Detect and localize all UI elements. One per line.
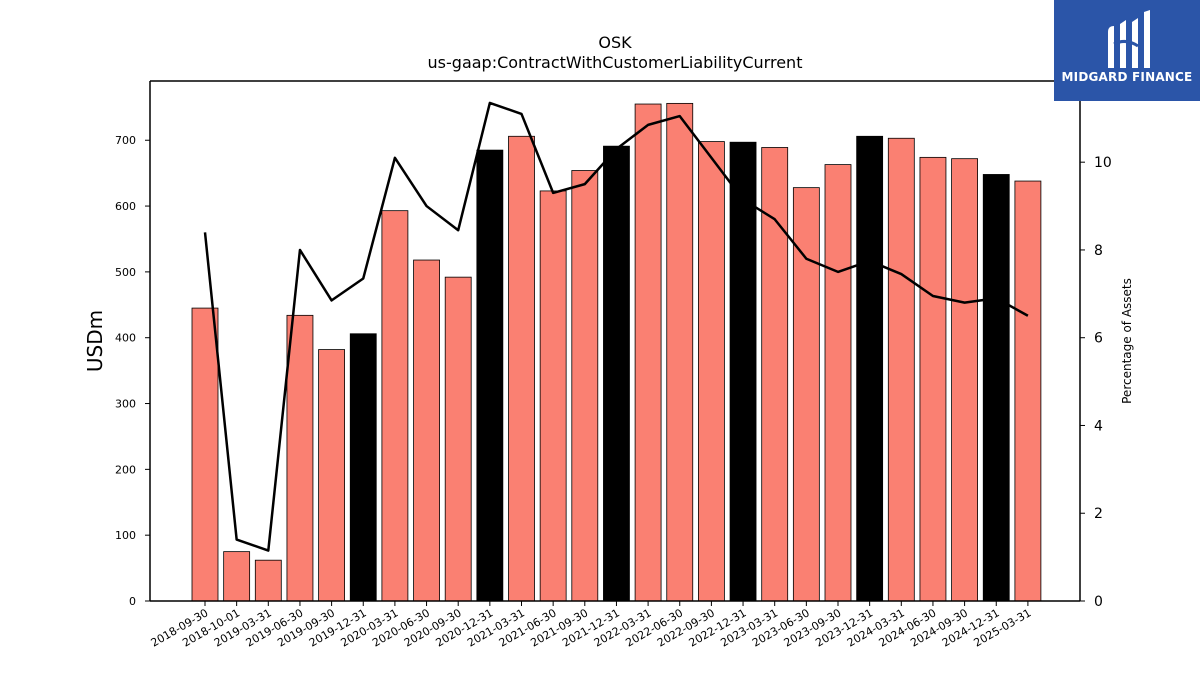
y2-tick-label: 10 xyxy=(1094,155,1112,171)
y-tick-label: 400 xyxy=(115,332,136,345)
bar-2020-03-31 xyxy=(381,210,409,602)
brand-name: MIDGARD FINANCE xyxy=(1061,70,1193,84)
y-tick-label: 100 xyxy=(115,529,136,542)
bar-2023-12-31 xyxy=(856,135,884,602)
y2-axis-label: Percentage of Assets xyxy=(1120,278,1134,404)
y-tick-label: 0 xyxy=(129,595,136,608)
y-tick-label: 500 xyxy=(115,266,136,279)
bar-2022-03-31 xyxy=(634,103,662,602)
y2-tick-label: 4 xyxy=(1094,418,1103,434)
bar-2021-09-30 xyxy=(571,170,599,602)
bar-2019-12-31 xyxy=(349,333,377,602)
bar-2021-12-31 xyxy=(603,145,630,602)
bar-2019-09-30 xyxy=(318,349,346,602)
bar-2020-09-30 xyxy=(444,276,472,602)
bar-2022-09-30 xyxy=(698,141,725,602)
bar-2021-06-30 xyxy=(539,190,567,602)
brand-logo: MIDGARD FINANCE xyxy=(1054,0,1200,101)
y2-tick-label: 0 xyxy=(1094,594,1103,610)
brand-mark-icon xyxy=(1108,10,1150,68)
bar-2024-03-31 xyxy=(887,137,915,602)
bar-2022-06-30 xyxy=(666,102,694,602)
y-axis-label: USDm xyxy=(83,310,107,372)
y-tick-label: 200 xyxy=(115,463,136,476)
y-tick-label: 700 xyxy=(115,134,136,147)
bar-2021-03-31 xyxy=(508,135,535,602)
bar-2022-12-31 xyxy=(729,141,757,602)
y2-tick-label: 6 xyxy=(1094,331,1103,347)
bar-2023-03-31 xyxy=(761,147,789,602)
bar-2023-09-30 xyxy=(824,164,852,602)
line-series xyxy=(203,101,1029,552)
bar-2023-06-30 xyxy=(792,187,820,602)
bar-2024-06-30 xyxy=(919,156,947,602)
y-tick-label: 300 xyxy=(115,398,136,411)
bar-2019-03-31 xyxy=(254,559,282,602)
bar-2020-06-30 xyxy=(413,259,440,602)
y-tick-label: 600 xyxy=(115,200,136,213)
bar-series xyxy=(191,102,1042,602)
bar-2025-03-31 xyxy=(1014,180,1042,602)
y2-tick-label: 8 xyxy=(1094,243,1103,259)
line-percentage-of-assets xyxy=(203,101,1029,552)
bar-2024-12-31 xyxy=(982,174,1010,602)
bar-2020-12-31 xyxy=(476,149,504,602)
chart-subtitle: us-gaap:ContractWithCustomerLiabilityCur… xyxy=(428,53,803,72)
bar-2018-10-01 xyxy=(223,551,251,602)
y2-tick-label: 2 xyxy=(1094,506,1103,522)
bar-2024-09-30 xyxy=(951,158,978,602)
bar-2019-06-30 xyxy=(286,314,314,602)
bar-2018-09-30 xyxy=(191,307,219,602)
chart-title: OSK xyxy=(598,33,632,52)
